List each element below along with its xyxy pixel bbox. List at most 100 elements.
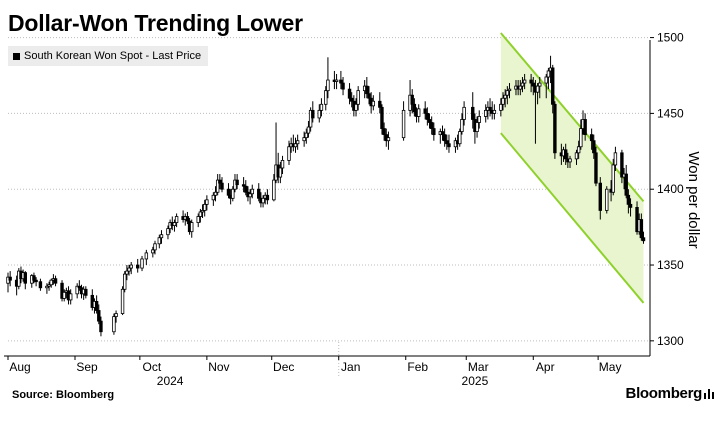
candle-body [129, 264, 133, 269]
candle [639, 213, 644, 241]
candle-body [365, 85, 369, 95]
candle [196, 213, 200, 228]
candle [499, 98, 503, 117]
candle-body [538, 82, 542, 87]
candle-body [135, 264, 140, 269]
candle-body [462, 106, 466, 120]
candle [579, 119, 583, 150]
candle [505, 86, 510, 105]
year-label: 2025 [462, 374, 489, 388]
candle-body [568, 158, 572, 163]
candle-body [62, 291, 66, 299]
candle-body [553, 103, 557, 154]
candle-body [324, 90, 328, 105]
candle [235, 174, 239, 190]
candle [484, 104, 488, 123]
candle-body [94, 301, 99, 311]
candle-body [99, 320, 103, 333]
candle-body [112, 316, 116, 333]
candle-body [378, 100, 382, 108]
candle [583, 113, 587, 141]
x-tick-label: Mar [468, 360, 489, 374]
candle-body [120, 288, 125, 314]
candle-body [196, 216, 200, 223]
candle-body [125, 270, 129, 275]
candle [157, 234, 162, 249]
candle-body [166, 228, 170, 236]
candle [367, 86, 371, 105]
candle [365, 77, 369, 99]
candle [77, 280, 82, 291]
candle [32, 272, 36, 284]
y-axis-label: Won per dollar [685, 151, 702, 248]
candle-body [563, 149, 568, 160]
candle [203, 199, 207, 217]
candle [445, 134, 449, 150]
candle-body [144, 252, 149, 260]
candle [589, 128, 594, 150]
candle [412, 98, 417, 117]
candle-body [583, 119, 587, 136]
y-tick-labels: 1300 1350 1400 1450 1500 [657, 31, 684, 348]
candle-body [417, 108, 421, 117]
candle-body [503, 94, 507, 99]
candle [317, 104, 321, 123]
gridlines [8, 37, 650, 342]
candle [244, 180, 248, 196]
candle [432, 122, 436, 141]
candle-body [484, 109, 488, 117]
candle-body [605, 188, 609, 211]
candle-body [624, 173, 628, 196]
brand-logo: Bloomberg [625, 385, 703, 402]
candle-body [347, 88, 352, 99]
candle [477, 110, 481, 129]
candle-body [248, 193, 252, 198]
candle [153, 240, 157, 255]
candle-body [535, 85, 540, 93]
candle [213, 186, 218, 202]
candle [594, 146, 598, 187]
x-tick-labels: Aug Sep Oct Nov Dec Jan Feb Mar Apr May 2024 2025 [7, 356, 621, 388]
candle [546, 67, 551, 90]
candle-body [505, 90, 510, 96]
candle-body [293, 143, 298, 148]
candle [291, 134, 296, 152]
candle [47, 281, 51, 291]
candle-body [295, 140, 300, 145]
candle-body [265, 194, 270, 201]
candle [551, 64, 555, 114]
candle-body [220, 182, 224, 190]
candle [507, 83, 512, 99]
candle [226, 183, 231, 199]
candle [382, 122, 386, 141]
candle [425, 107, 430, 126]
candle [354, 98, 358, 117]
candle-body [447, 143, 451, 148]
candle [544, 73, 548, 99]
candle [628, 198, 633, 217]
candle [60, 280, 64, 302]
candle-body [60, 282, 64, 299]
channel-lower-line [500, 132, 645, 304]
candle [326, 57, 330, 99]
candle-body [423, 108, 427, 114]
candle [380, 104, 384, 135]
candle-body [153, 243, 157, 251]
candle-body [97, 310, 101, 322]
candle [6, 272, 10, 293]
candle [522, 73, 527, 90]
candle [140, 255, 144, 272]
candle [341, 77, 345, 96]
candle [458, 128, 462, 147]
candle [306, 120, 311, 138]
candle-body [185, 216, 190, 222]
candle-body [123, 273, 127, 290]
candle [49, 278, 53, 288]
y-tick-label: 1500 [657, 31, 684, 45]
candle [198, 208, 203, 223]
candle-body [151, 249, 155, 254]
candle-body [159, 234, 164, 239]
candle [453, 137, 458, 153]
candle [308, 107, 313, 132]
